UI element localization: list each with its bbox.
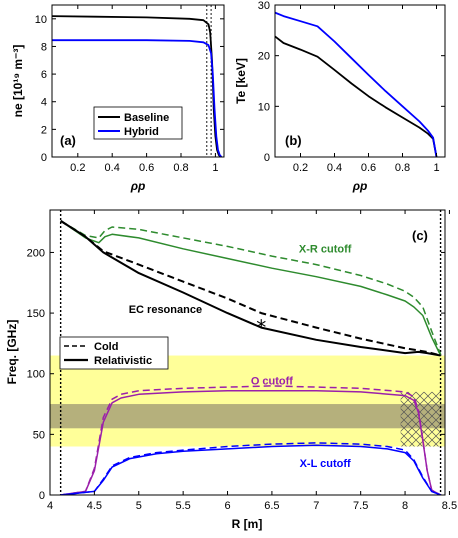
- legend-label-cold: Cold: [94, 341, 118, 353]
- panel-b-xtick-label: 1: [433, 162, 439, 174]
- panel-c-legend-box: [59, 336, 169, 370]
- panel-a-legend-box: [93, 106, 183, 140]
- legend-label-relativistic: Relativistic: [94, 355, 152, 367]
- panel-c-xtick-label: 5: [136, 500, 142, 512]
- panel-a-xtick-label: 0.8: [173, 162, 188, 174]
- panel-a-xlabel: ρp: [130, 179, 146, 193]
- panel-c-ytick-label: 150: [27, 308, 45, 320]
- panel-a-ytick-label: 8: [41, 41, 47, 53]
- panel-c-axes-frame: [49, 209, 446, 496]
- panel-c-hatched-region: [400, 391, 441, 447]
- panel-c-annotation-o-cutoff: O cutoff: [251, 376, 293, 388]
- panel-b-xtick-label: 0.4: [327, 162, 342, 174]
- legend-label-baseline: Baseline: [124, 112, 169, 124]
- panel-a-plot-area: [52, 5, 223, 157]
- panel-c-annotation-x-l-cutoff: X-L cutoff: [300, 458, 351, 470]
- panel-b-xtick-label: 0.2: [293, 162, 308, 174]
- panel-c-label: (c): [412, 228, 428, 243]
- panel-c-legend: Cold Relativistic: [59, 336, 169, 370]
- panel-c-series-ec-resonance-relativistic-line: [60, 220, 441, 357]
- panel-c-xtick-label: 6.5: [264, 500, 279, 512]
- panel-c-annotation-x-r-cutoff: X-R cutoff: [299, 243, 352, 255]
- panel-a-legend: Baseline Hybrid: [93, 106, 183, 140]
- panel-a-ytick-label: 10: [35, 14, 47, 26]
- panel-c-series-x-l-cutoff-relativistic-line: [60, 444, 441, 495]
- panel-b-axes-frame: [274, 4, 446, 158]
- panel-b-series-0-line: [275, 35, 438, 157]
- panel-b-ytick-label: 10: [258, 101, 270, 113]
- panel-b-series-1-line: [275, 11, 438, 157]
- panel-c-series-x-l-cutoff-cold-line: [60, 442, 441, 495]
- panel-c-xtick-label: 8: [402, 500, 408, 512]
- panel-c-xtick-label: 4: [47, 500, 53, 512]
- panel-a-series-hybrid-line: [52, 39, 223, 157]
- panel-c-xtick-label: 7.5: [353, 500, 368, 512]
- panel-c-ytick-label: 200: [27, 247, 45, 259]
- panel-b-ytick-label: 0: [264, 152, 270, 164]
- panel-a-ytick-label: 0: [41, 152, 47, 164]
- panel-c-frequency-profile: * 4 4.5 5 5.5 6 6.5 7 7.5 8 8.5 0 50 100 150 200 X-R c…: [5, 209, 457, 531]
- panel-c-xtick-label: 6: [224, 500, 230, 512]
- panel-a-xtick-label: 0.2: [70, 162, 85, 174]
- legend-label-hybrid: Hybrid: [124, 126, 159, 138]
- panel-a-axes-frame: [51, 4, 225, 158]
- panel-a-xtick-label: 1: [212, 162, 218, 174]
- panel-c-series-ec-resonance-cold-line: [60, 220, 441, 357]
- panel-c-xtick-label: 8.5: [442, 500, 457, 512]
- panel-c-resonance-marker: *: [256, 316, 266, 340]
- panel-c-annotation-ec-resonance: EC resonance: [129, 304, 202, 316]
- panel-a-ytick-label: 2: [41, 124, 47, 136]
- panel-a-ylabel: ne [10¹⁹ m⁻³]: [11, 45, 25, 118]
- panel-c-series-o-cutoff-cold-line: [60, 385, 441, 495]
- panel-c-ytick-label: 50: [33, 429, 45, 441]
- panel-a-xtick-label: 0.6: [139, 162, 154, 174]
- panel-c-ytick-label: 100: [27, 369, 45, 381]
- panel-b-ylabel: Te [keV]: [234, 58, 248, 104]
- panel-c-xtick-label: 5.5: [175, 500, 190, 512]
- panel-c-ytick-label: 0: [39, 490, 45, 502]
- panel-b-plot-area: [275, 11, 438, 157]
- panel-a-label: (a): [60, 133, 76, 148]
- panel-a-ytick-label: 6: [41, 69, 47, 81]
- panel-c-ylabel: Freq. [GHz]: [5, 320, 19, 385]
- panel-c-xtick-label: 7: [313, 500, 319, 512]
- panel-a-ytick-label: 4: [41, 97, 47, 109]
- panel-c-annotations: X-R cutoff EC resonance O cutoff X-L cutoff: [129, 243, 352, 470]
- panel-c-series-x-r-cutoff-relativistic-line: [60, 220, 442, 356]
- panel-c-bands: [50, 355, 445, 447]
- panel-c-series-o-cutoff-relativistic-line: [60, 389, 441, 495]
- panel-a-xtick-label: 0.4: [105, 162, 120, 174]
- panel-c-xlabel: R [m]: [232, 517, 263, 531]
- panel-b-ytick-label: 30: [258, 0, 270, 12]
- panel-b-label: (b): [285, 133, 302, 148]
- panel-c-frequency-band: [50, 404, 445, 429]
- panel-c-ticks: 4 4.5 5 5.5 6 6.5 7 7.5 8 8.5 0 50 100 150 200: [27, 210, 457, 512]
- panel-b-xtick-label: 0.6: [361, 162, 376, 174]
- panel-c-series-x-r-cutoff-cold-line: [60, 220, 442, 355]
- panel-b-xlabel: ρp: [352, 179, 368, 193]
- panel-b-xtick-label: 0.8: [395, 162, 410, 174]
- panel-b-ytick-label: 20: [258, 51, 270, 63]
- panel-c-xtick-label: 4.5: [87, 500, 102, 512]
- panel-c-plot-area: *: [59, 210, 442, 495]
